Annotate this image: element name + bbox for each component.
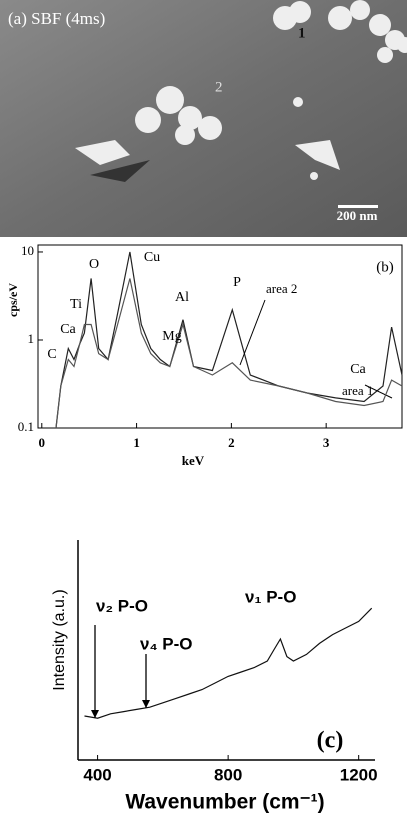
series-label: area 2	[266, 281, 297, 296]
y-tick-label: 1	[28, 331, 35, 346]
peak-label: Cu	[144, 250, 160, 265]
area-label: 2	[215, 79, 223, 95]
x-tick-label: 400	[83, 765, 111, 784]
plot-frame	[37, 244, 403, 429]
x-tick-label: 0	[39, 435, 46, 450]
area-label: 1	[298, 25, 306, 41]
peak-label: Mg	[162, 329, 181, 344]
peak-label: P	[233, 275, 241, 290]
panel-label: (c)	[317, 728, 344, 754]
spectrum-line	[84, 607, 373, 719]
x-tick-label: 2	[228, 435, 235, 450]
x-tick-label: 1200	[340, 765, 378, 784]
panel-label: (b)	[376, 259, 394, 275]
x-axis-label: Wavenumber (cm⁻¹)	[125, 791, 324, 814]
chart: 0 1 2 3 0.1 1 10 area 1 area 2 C Ca Ti O Cu Mg Al P Ca keV…	[6, 243, 403, 468]
scale-bar	[338, 205, 378, 208]
y-tick-label: 0.1	[18, 419, 34, 434]
arrow-head	[91, 710, 99, 718]
leader-line	[239, 299, 266, 366]
peak-label: O	[89, 257, 99, 272]
peak-label: Ti	[70, 297, 82, 312]
peak-label: Ca	[60, 322, 76, 337]
chart: 400 800 1200 ν₂ P-O ν₄ P-O ν₁ P-O Wavenumber (…	[51, 540, 378, 814]
leader-line	[364, 384, 393, 399]
peak-label: Al	[175, 290, 189, 305]
y-axis-label: Intensity (a.u.)	[51, 589, 68, 690]
panel-label: (a) SBF (4ms)	[8, 9, 105, 28]
x-axis-label: keV	[182, 453, 205, 468]
peak-label: ν₁ P-O	[245, 587, 296, 606]
scale-bar-label: 200 nm	[337, 208, 378, 223]
shadow	[90, 160, 150, 182]
peak-label: ν₂ P-O	[96, 596, 148, 615]
x-tick-label: 1	[133, 435, 140, 450]
arrow-head	[142, 700, 150, 708]
particles	[75, 0, 407, 180]
y-axis-label: cps/eV	[6, 283, 20, 317]
peak-label: Ca	[350, 362, 366, 377]
spectrum-line	[55, 278, 403, 429]
peak-label: ν₄ P-O	[140, 634, 193, 653]
peak-label: C	[47, 347, 56, 362]
spectrum-line	[55, 251, 403, 429]
y-tick-label: 10	[21, 243, 34, 258]
x-tick-label: 3	[323, 435, 330, 450]
sem-panel: (a) SBF (4ms) 1 2 200 nm	[0, 0, 407, 237]
x-tick-label: 800	[214, 765, 242, 784]
series-label: area 1	[342, 383, 373, 398]
